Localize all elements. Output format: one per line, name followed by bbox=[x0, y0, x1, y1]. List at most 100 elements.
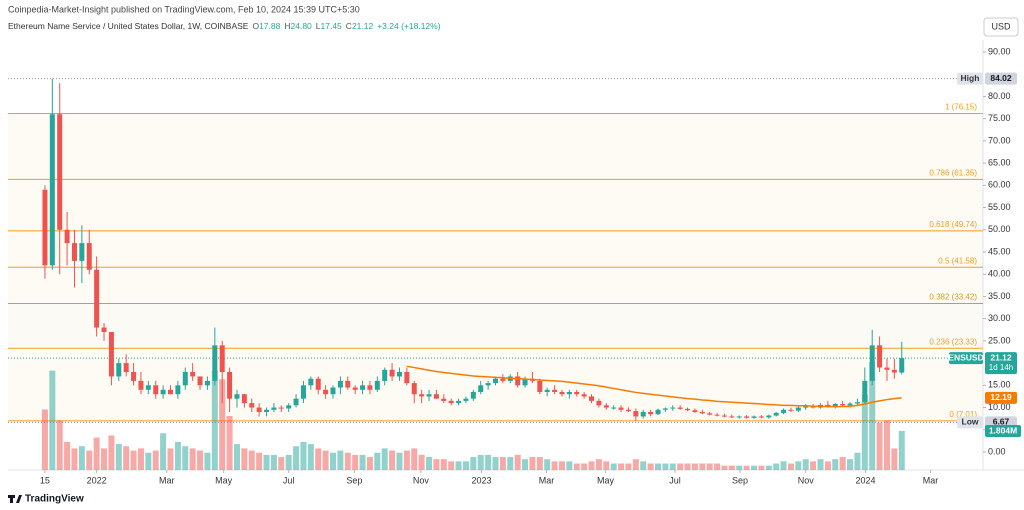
volume-bar bbox=[78, 446, 85, 470]
volume-bar bbox=[130, 450, 137, 470]
volume-bar bbox=[337, 450, 344, 470]
volume-bar bbox=[71, 448, 78, 470]
volume-bar bbox=[49, 370, 56, 470]
x-tick-label: 2024 bbox=[856, 475, 876, 485]
volume-bar bbox=[795, 461, 802, 470]
candle-body bbox=[308, 378, 314, 386]
currency-button[interactable] bbox=[983, 17, 1019, 37]
logo-mark bbox=[8, 495, 22, 503]
volume-bar bbox=[514, 454, 521, 470]
y-tick-label: 80.00 bbox=[988, 91, 1011, 101]
volume-bar bbox=[167, 448, 174, 470]
x-tick-label: Nov bbox=[798, 475, 815, 485]
volume-bar bbox=[123, 446, 130, 470]
candle-body bbox=[574, 392, 580, 395]
fib-zone bbox=[8, 267, 983, 304]
candle-body bbox=[493, 378, 498, 384]
candle-body bbox=[79, 243, 85, 261]
candle-body bbox=[581, 394, 587, 397]
legend-value: 24.80 bbox=[291, 21, 313, 31]
candle-body bbox=[670, 407, 676, 409]
candle-body bbox=[86, 243, 92, 270]
volume-bar bbox=[898, 431, 905, 470]
candle-body bbox=[899, 358, 905, 373]
candle-body bbox=[323, 389, 329, 395]
candle-body bbox=[426, 394, 432, 397]
volume-bar bbox=[455, 461, 462, 470]
candle-body bbox=[832, 404, 838, 407]
volume-bar bbox=[93, 437, 100, 470]
volume-bar bbox=[448, 461, 455, 470]
last-price-bg bbox=[985, 352, 1017, 375]
volume-bar bbox=[647, 463, 654, 470]
volume-bar bbox=[551, 461, 558, 470]
volume-bar bbox=[477, 454, 484, 470]
candle-body bbox=[271, 407, 277, 410]
y-tick-label: 35.00 bbox=[988, 291, 1011, 301]
candle-body bbox=[433, 394, 439, 399]
volume-bar bbox=[352, 454, 359, 470]
candle-body bbox=[131, 372, 137, 381]
candle-body bbox=[419, 394, 425, 397]
volume-bar bbox=[344, 452, 351, 470]
candle-body bbox=[175, 385, 181, 395]
volume-bar bbox=[86, 450, 93, 470]
volume-value-bg bbox=[985, 425, 1021, 438]
logo-text: TradingView bbox=[25, 494, 84, 505]
candle-body bbox=[116, 363, 122, 377]
volume-bar bbox=[581, 463, 588, 470]
x-tick-label: Jul bbox=[283, 475, 295, 485]
candle-body bbox=[182, 372, 188, 386]
last-price: 21.12 bbox=[990, 352, 1012, 362]
volume-bar bbox=[662, 463, 669, 470]
y-tick-label: 75.00 bbox=[988, 113, 1011, 123]
candle-body bbox=[249, 403, 255, 408]
volume-value: 1.804M bbox=[989, 425, 1017, 435]
y-tick-label: 0.00 bbox=[988, 446, 1006, 456]
volume-bar bbox=[743, 465, 750, 470]
y-tick-label: 55.00 bbox=[988, 202, 1011, 212]
candle-body bbox=[441, 398, 447, 401]
candle-body bbox=[404, 372, 410, 384]
volume-bar bbox=[307, 444, 314, 470]
currency-label[interactable]: USD bbox=[991, 21, 1011, 31]
candle-body bbox=[781, 409, 787, 413]
candle-body bbox=[566, 392, 572, 395]
logo: TradingView bbox=[8, 494, 84, 505]
x-tick-label: Mar bbox=[159, 475, 175, 485]
volume-bar bbox=[677, 463, 684, 470]
candle-body bbox=[478, 385, 484, 392]
volume-bar bbox=[285, 454, 292, 470]
legend-change: +3.24 (+18.12%) bbox=[377, 21, 440, 31]
volume-bar bbox=[197, 450, 204, 470]
legend-value: 21.12 bbox=[352, 21, 374, 31]
volume-bar bbox=[854, 452, 861, 470]
candle-body bbox=[94, 269, 100, 328]
volume-bar bbox=[470, 457, 477, 470]
candle-body bbox=[448, 400, 454, 404]
volume-bar bbox=[669, 463, 676, 470]
volume-bar bbox=[758, 465, 765, 470]
x-tick-label: Mar bbox=[923, 475, 939, 485]
candle-body bbox=[101, 327, 107, 332]
candle-body bbox=[345, 380, 351, 388]
y-tick-label: 30.00 bbox=[988, 313, 1011, 323]
candle-body bbox=[396, 372, 402, 377]
volume-bar bbox=[640, 461, 647, 470]
candle-body bbox=[204, 380, 210, 386]
fib-label: 0.382 (33.42) bbox=[929, 293, 977, 302]
publisher-header: Coinpedia-Market-Insight published on Tr… bbox=[8, 4, 360, 14]
candle-body bbox=[293, 398, 299, 406]
last-symbol-bg bbox=[949, 352, 983, 365]
y-tick-label: 70.00 bbox=[988, 135, 1011, 145]
candle-body bbox=[618, 407, 624, 410]
volume-bar bbox=[787, 463, 794, 470]
x-tick-label: May bbox=[597, 475, 615, 485]
volume-bar bbox=[736, 465, 743, 470]
x-tick-label: Jul bbox=[669, 475, 681, 485]
volume-bar bbox=[315, 448, 322, 470]
candle-body bbox=[795, 407, 801, 411]
candle-body bbox=[847, 403, 853, 406]
volume-bar bbox=[780, 461, 787, 470]
candle-body bbox=[64, 229, 70, 244]
